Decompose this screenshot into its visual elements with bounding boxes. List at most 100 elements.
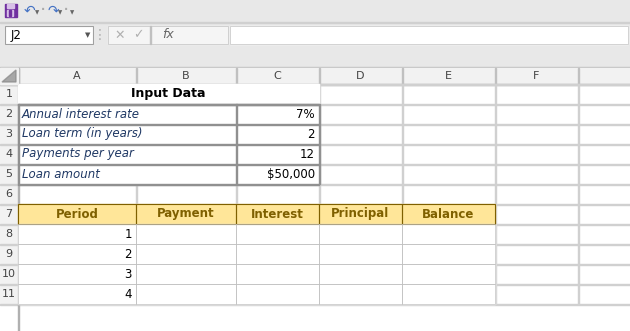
Bar	[236, 264, 319, 284]
Bar	[319, 264, 402, 284]
Bar	[18, 244, 136, 264]
Bar	[319, 204, 402, 224]
Bar	[230, 26, 628, 44]
Bar	[18, 284, 136, 304]
Text: Loan term (in years): Loan term (in years)	[22, 127, 142, 140]
Bar	[319, 144, 320, 164]
Bar	[0, 68, 630, 331]
Bar	[495, 68, 496, 84]
Bar	[236, 284, 319, 304]
Bar	[319, 84, 320, 304]
Text: J2: J2	[11, 28, 22, 41]
Bar	[18, 68, 19, 331]
Text: ·: ·	[63, 2, 69, 21]
Text: Payment: Payment	[158, 208, 215, 220]
Bar	[0, 144, 630, 145]
Bar	[319, 68, 320, 84]
Bar	[18, 104, 236, 124]
Bar	[136, 204, 236, 224]
Bar	[18, 68, 19, 84]
Text: 5: 5	[6, 169, 13, 179]
Bar	[18, 144, 236, 164]
Bar	[236, 124, 237, 144]
Text: E: E	[445, 71, 452, 81]
Bar	[18, 204, 136, 224]
Bar	[5, 26, 93, 44]
Text: 6: 6	[6, 189, 13, 199]
Bar	[402, 204, 495, 224]
Bar	[578, 68, 579, 84]
Bar	[402, 264, 495, 284]
Text: B: B	[182, 71, 190, 81]
Bar	[0, 184, 18, 204]
Bar	[402, 84, 403, 304]
Bar	[18, 84, 319, 104]
Bar	[319, 264, 402, 284]
Bar	[18, 144, 319, 145]
Text: A: A	[73, 71, 81, 81]
Text: Payments per year: Payments per year	[22, 148, 134, 161]
Bar	[136, 204, 236, 224]
Bar	[5, 26, 93, 44]
Bar	[18, 124, 319, 125]
Bar	[236, 68, 237, 84]
Text: Loan amount: Loan amount	[22, 167, 100, 180]
Bar	[0, 104, 18, 124]
Bar	[236, 224, 319, 244]
Bar	[402, 204, 495, 224]
Bar	[0, 84, 18, 104]
Polygon shape	[2, 70, 16, 82]
Text: ·: ·	[40, 2, 46, 21]
Bar	[0, 204, 630, 205]
Bar	[0, 0, 630, 22]
Bar	[319, 284, 402, 304]
Text: 3: 3	[125, 267, 132, 280]
Bar	[136, 284, 236, 304]
Bar	[18, 164, 236, 184]
Bar	[402, 244, 495, 264]
Bar	[7, 4, 14, 8]
Bar	[0, 68, 18, 84]
Bar	[136, 244, 236, 264]
Bar	[108, 26, 228, 44]
Bar	[18, 124, 19, 144]
Bar	[7, 10, 13, 16]
Bar	[230, 26, 628, 44]
Text: 1: 1	[125, 227, 132, 241]
Bar	[0, 264, 18, 284]
Bar	[136, 244, 236, 264]
Bar	[18, 104, 319, 105]
Bar	[9, 10, 11, 16]
Text: fx: fx	[162, 28, 174, 41]
Text: Balance: Balance	[422, 208, 474, 220]
Bar	[18, 144, 19, 164]
Bar	[18, 104, 319, 105]
Bar	[136, 224, 236, 244]
Bar	[402, 68, 403, 84]
Bar	[18, 264, 136, 284]
Bar	[0, 164, 18, 184]
Text: 4: 4	[6, 149, 13, 159]
Bar	[0, 224, 18, 244]
Bar	[495, 84, 496, 304]
Bar	[0, 68, 630, 84]
Bar	[319, 104, 320, 124]
Text: 9: 9	[6, 249, 13, 259]
Text: 2: 2	[125, 248, 132, 260]
Bar	[136, 264, 236, 284]
Bar	[0, 244, 18, 264]
Bar	[319, 224, 402, 244]
Bar	[236, 244, 319, 264]
Bar	[402, 264, 495, 284]
Bar	[136, 224, 236, 244]
Bar	[18, 104, 19, 124]
Bar	[319, 164, 320, 184]
Bar	[18, 164, 319, 165]
Text: ▼: ▼	[35, 11, 39, 16]
Bar	[319, 244, 402, 264]
Text: ↶: ↶	[24, 4, 36, 18]
Text: ✓: ✓	[133, 28, 143, 41]
Bar	[18, 184, 319, 185]
Bar	[236, 124, 319, 144]
Bar	[0, 284, 18, 304]
